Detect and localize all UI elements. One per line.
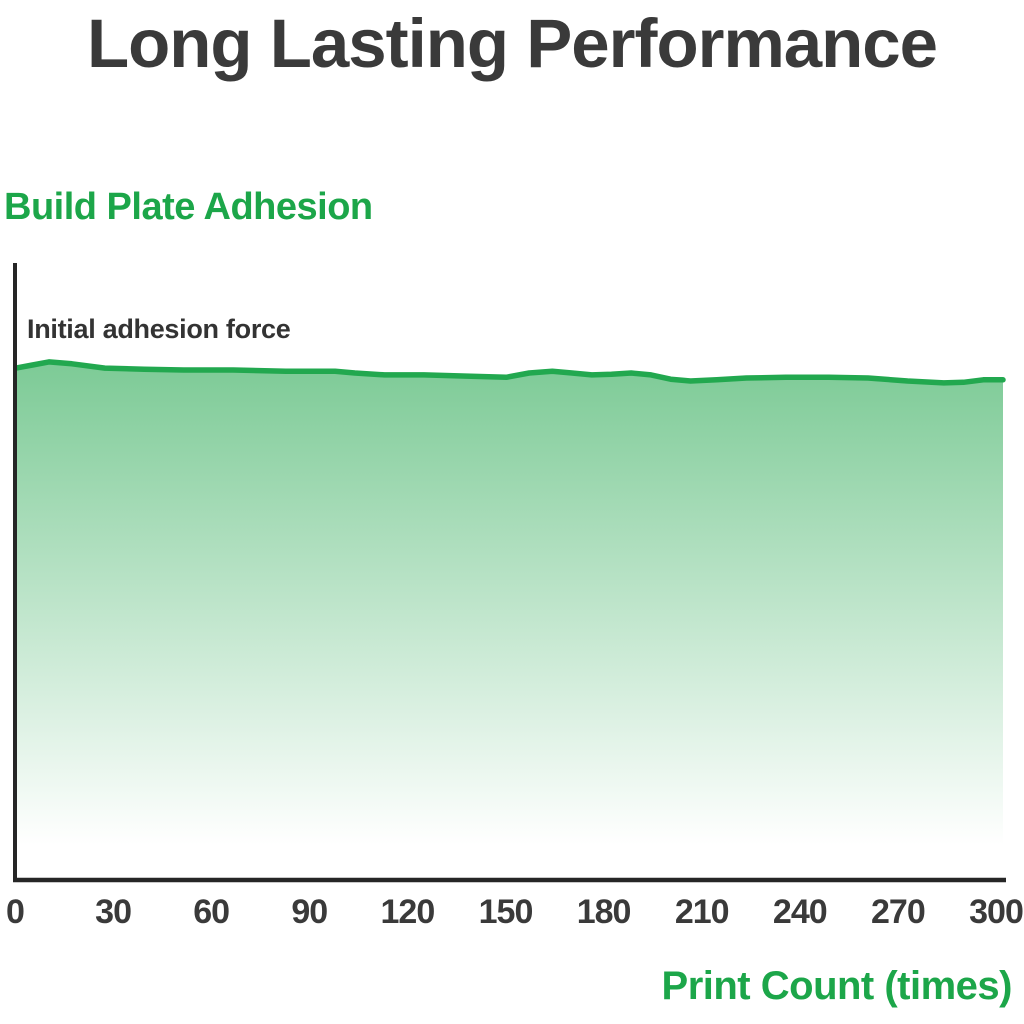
- chart-subtitle: Build Plate Adhesion: [4, 186, 373, 228]
- x-axis-title: Print Count (times): [661, 964, 1013, 1008]
- x-tick-label-210: 210: [674, 893, 730, 931]
- x-tick-label-120: 120: [380, 893, 436, 931]
- area-fill: [16, 361, 1003, 880]
- page-title: Long Lasting Performance: [86, 5, 938, 82]
- x-tick-label-180: 180: [576, 893, 632, 931]
- x-tick-label-60: 60: [193, 893, 230, 931]
- x-tick-label-30: 30: [95, 893, 132, 931]
- x-tick-label-300: 300: [969, 893, 1024, 931]
- trend-line: [13, 359, 1006, 386]
- initial-adhesion-annotation: Initial adhesion force: [27, 314, 291, 344]
- x-tick-label-90: 90: [291, 893, 328, 931]
- x-tick-label-0: 0: [6, 893, 25, 931]
- x-tick-label-270: 270: [871, 893, 926, 931]
- x-tick-label-240: 240: [772, 893, 828, 931]
- x-tick-label-150: 150: [478, 893, 534, 931]
